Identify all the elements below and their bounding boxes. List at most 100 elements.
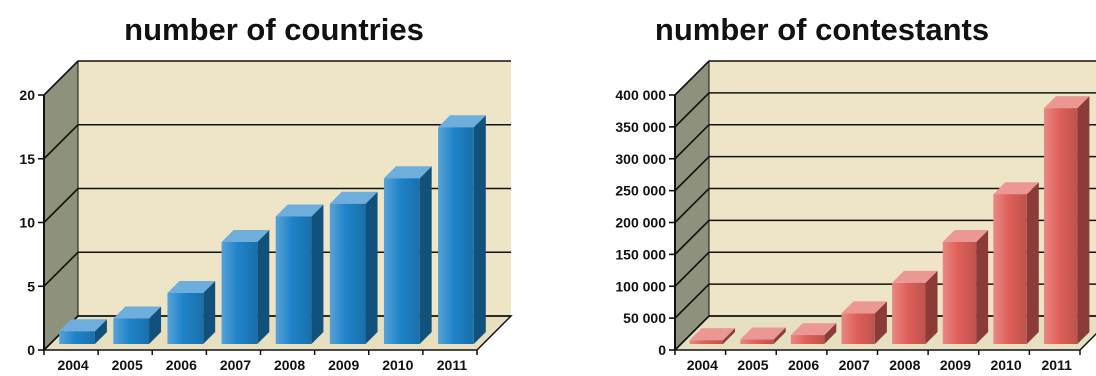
countries-chart-plot: 0 5 10 15 20 2004 2005 2006 2007 2008 2009 2010 2011 — [19, 60, 513, 373]
bar — [221, 230, 270, 344]
x-tick-label: 2009 — [328, 357, 359, 373]
x-tick-label: 2008 — [274, 357, 305, 373]
bar-front — [993, 194, 1027, 344]
bar — [892, 270, 938, 344]
x-tick-label: 2004 — [687, 357, 718, 373]
bar — [383, 166, 432, 344]
bar-top — [689, 328, 736, 341]
bar-side — [94, 319, 107, 344]
bar-front — [438, 127, 474, 344]
y-tick-label: 400 000 — [615, 87, 666, 103]
bar-side — [925, 270, 938, 344]
y-tick-label: 20 — [19, 87, 35, 103]
bar — [790, 323, 837, 344]
bar-top — [1043, 96, 1090, 109]
bar — [1043, 96, 1090, 344]
bar-front — [59, 331, 95, 344]
bar-top — [993, 182, 1039, 195]
bar-top — [59, 319, 107, 332]
bar-side — [365, 191, 378, 344]
bar — [438, 115, 486, 344]
bar-side — [1026, 182, 1039, 344]
bar — [740, 327, 786, 344]
bar-front — [689, 340, 724, 344]
y-tick-label: 250 000 — [615, 183, 666, 199]
bar-top — [383, 166, 432, 179]
chart-title: number of contestants — [654, 12, 990, 47]
y-tick-label: 5 — [27, 278, 35, 294]
y-tick-label: 0 — [658, 342, 666, 358]
bar-top — [221, 230, 270, 242]
x-tick-label: 2006 — [166, 357, 197, 373]
bar-front — [329, 203, 366, 344]
bar-side — [311, 204, 324, 344]
bar — [59, 319, 107, 344]
y-tick-label: 50 000 — [623, 310, 666, 326]
y-tick-label: 10 — [19, 215, 35, 231]
x-tick-label: 2010 — [990, 357, 1021, 373]
bar-top — [942, 230, 989, 242]
x-tick-label: 2007 — [220, 357, 251, 373]
bar-top — [167, 281, 216, 293]
bar-top — [841, 301, 887, 314]
bar-side — [773, 327, 786, 344]
bar — [993, 182, 1039, 344]
x-tick-label: 2005 — [112, 357, 143, 373]
bar — [113, 306, 162, 344]
x-tick-label: 2008 — [889, 357, 920, 373]
chart-title: number of countries — [124, 12, 424, 47]
bar-side — [824, 323, 837, 344]
bar-side — [257, 230, 270, 344]
x-tick-label: 2010 — [382, 357, 413, 373]
bar-side — [976, 230, 989, 344]
bar — [841, 301, 887, 344]
bar-front — [221, 242, 258, 344]
x-tick-label: 2009 — [940, 357, 971, 373]
y-tick-label: 200 000 — [615, 215, 666, 231]
bar-top — [790, 323, 837, 336]
contestants-chart: number of contestants 0 50 000 100 000 150 … — [548, 0, 1096, 376]
bar-front — [167, 293, 204, 344]
bar-front — [942, 242, 977, 344]
bar-top — [113, 306, 162, 319]
x-tick-label: 2011 — [437, 357, 468, 373]
bar-top — [329, 191, 378, 204]
countries-chart: number of countries 0 5 10 15 20 2004 2005 2006… — [19, 12, 513, 373]
y-tick-label: 300 000 — [615, 151, 666, 167]
bar-side — [473, 115, 486, 344]
bar — [275, 204, 324, 344]
y-tick-label: 0 — [27, 342, 35, 358]
x-tick-label: 2006 — [788, 357, 819, 373]
y-tick-label: 150 000 — [615, 246, 666, 262]
bar-top — [892, 270, 938, 283]
bar-side — [723, 328, 736, 344]
bar-side — [874, 301, 887, 344]
bar-front — [383, 178, 420, 344]
x-tick-label: 2007 — [839, 357, 870, 373]
y-tick-label: 15 — [19, 151, 35, 167]
bar-front — [740, 339, 774, 344]
bar-top — [740, 327, 786, 340]
y-tick-label: 350 000 — [615, 119, 666, 135]
contestants-chart-plot: 0 50 000 100 000 150 000 200 000 250 000 300 0… — [615, 60, 1096, 373]
bar-front — [841, 313, 875, 344]
bar-side — [203, 281, 216, 344]
bar — [329, 191, 378, 344]
bar-front — [275, 216, 312, 344]
x-tick-label: 2011 — [1042, 357, 1073, 373]
bar-front — [790, 335, 825, 344]
bar-front — [1043, 108, 1078, 344]
x-tick-label: 2005 — [737, 357, 768, 373]
bar — [167, 281, 216, 344]
bar-top — [438, 115, 486, 128]
x-tick-label: 2004 — [57, 357, 88, 373]
bar-top — [275, 204, 324, 217]
bar-side — [149, 306, 162, 344]
bar-side — [1077, 96, 1090, 344]
bar-front — [892, 282, 926, 344]
bar-side — [419, 166, 432, 344]
bar — [942, 230, 989, 344]
bar — [689, 328, 736, 344]
bar-front — [113, 318, 150, 344]
y-tick-label: 100 000 — [615, 278, 666, 294]
